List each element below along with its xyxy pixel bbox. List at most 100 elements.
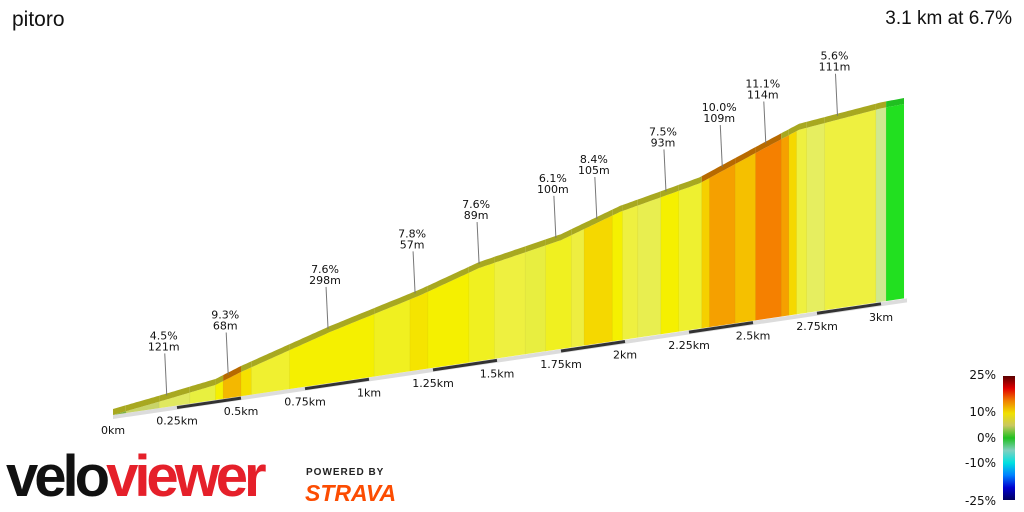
profile-top-segment [824, 103, 876, 124]
annotation-leader-line [594, 176, 598, 220]
profile-top-segment [701, 172, 710, 183]
annotation-leader-line [325, 286, 329, 329]
gradient-band [611, 104, 624, 415]
gradient-band [570, 104, 585, 415]
profile-top-segment [525, 239, 546, 253]
annotation-leader-line [763, 101, 767, 144]
profile-top-segment [410, 285, 428, 300]
profile-top-segment [427, 266, 469, 292]
gradient-band [125, 104, 160, 415]
strava-logo: STRAVA [305, 480, 397, 506]
profile-top-segment [215, 375, 224, 385]
distance-tick-label: 1.75km [540, 358, 582, 371]
annotation-grade: 11.1% [745, 78, 780, 91]
annotation-grade: 4.5% [150, 329, 178, 342]
profile-top-segment [189, 379, 216, 393]
annotation-length: 109m [703, 112, 735, 125]
gradient-band [583, 104, 613, 415]
profile-top-segment [289, 308, 375, 351]
profile-top-segment [223, 366, 241, 382]
gradient-band [215, 104, 224, 415]
gradient-band [709, 104, 736, 415]
gradient-band [824, 104, 877, 415]
distance-tick-label: 1km [357, 386, 381, 399]
gradient-band [678, 104, 703, 415]
gradient-band [875, 104, 887, 415]
distance-tick-label: 1.5km [480, 367, 515, 380]
annotation-grade: 8.4% [580, 153, 608, 166]
profile-top-segment [612, 205, 623, 216]
gradient-band [158, 104, 191, 415]
legend-label-minus-25: -25% [964, 494, 996, 508]
distance-scale-segment [432, 358, 498, 372]
distance-tick-label: 2.5km [736, 330, 771, 343]
profile-top-segment [875, 101, 887, 110]
annotation-leader-line [663, 149, 667, 192]
annotation-length: 57m [400, 238, 425, 251]
annotation-leader-line [412, 251, 416, 294]
annotation-length: 100m [537, 183, 569, 196]
profile-top-segment [755, 133, 782, 153]
distance-axis [113, 298, 908, 419]
profile-top-segment [113, 405, 126, 415]
veloviewer-logo: veloviewer [6, 444, 267, 509]
profile-top-segment [374, 293, 410, 315]
profile-top-segment [788, 125, 797, 136]
profile-top-segment [241, 361, 252, 372]
distance-tick-label: 2km [613, 349, 637, 362]
legend-label-10: 10% [969, 405, 996, 419]
profile-top-segment [125, 395, 160, 412]
distance-tick-label: 2.25km [668, 339, 710, 352]
gradient-band [806, 104, 826, 415]
distance-tick-label: 2.75km [796, 320, 838, 333]
distance-tick-label: 0.25km [156, 415, 198, 428]
annotation-length: 105m [578, 164, 610, 177]
profile-top-segment [622, 199, 638, 211]
gradient-band [701, 104, 711, 415]
profile-top-segment [796, 121, 807, 132]
profile-top-segment [735, 147, 756, 165]
distance-tick-label: 1.25km [412, 377, 454, 390]
distance-scale-segment [816, 302, 882, 315]
gradient-band [755, 104, 782, 415]
profile-top-segment [584, 209, 613, 230]
distance-tick-label: 0.75km [284, 396, 326, 409]
profile-top-segment [886, 98, 904, 108]
profile-top-segment [660, 184, 679, 198]
annotation-grade: 5.6% [821, 50, 849, 63]
gradient-band [885, 104, 905, 415]
distance-scale-segment [176, 396, 242, 410]
annotation-leader-line [719, 125, 723, 168]
annotation-leader-line [164, 353, 168, 396]
annotation-leader-line [834, 73, 838, 116]
gradient-band [622, 104, 639, 415]
gradient-color-legend [1003, 376, 1015, 500]
annotation-grade: 7.6% [462, 198, 490, 211]
distance-ticks: 0km 0.25km 0.5km 0.75km 1km 1.25km 1.5km 1.75km… [101, 311, 893, 437]
profile-top-segment [545, 229, 572, 246]
legend-label-0: 0% [976, 431, 996, 445]
profile-top-segment [678, 176, 702, 191]
legend-label-minus-10: -10% [964, 456, 996, 470]
annotation-grade: 10.0% [702, 101, 737, 114]
distance-tick-label: 3km [869, 311, 893, 324]
profile-top-segment [251, 344, 290, 368]
annotation-length: 68m [213, 319, 238, 332]
gradient-band [113, 104, 127, 415]
distance-tick-label: 0.5km [224, 405, 259, 418]
profile-top-segment [806, 117, 825, 128]
segment-annotations: 4.5%121m9.3%68m7.6%298m7.8%57m7.6%89m6.1… [148, 50, 850, 396]
profile-top-segment [571, 223, 584, 236]
gradient-band [240, 104, 252, 415]
annotation-grade: 7.6% [311, 263, 339, 276]
distance-scale-segment [560, 340, 626, 353]
distance-scale-segment [688, 321, 754, 334]
distance-tick-label: 0km [101, 424, 125, 437]
annotation-leader-line [476, 222, 480, 265]
profile-top-edge [113, 98, 904, 415]
profile-top-segment [494, 246, 526, 263]
gradient-band [524, 104, 547, 415]
gradient-band [222, 104, 242, 415]
annotation-length: 93m [651, 136, 676, 149]
annotation-length: 111m [819, 61, 851, 74]
